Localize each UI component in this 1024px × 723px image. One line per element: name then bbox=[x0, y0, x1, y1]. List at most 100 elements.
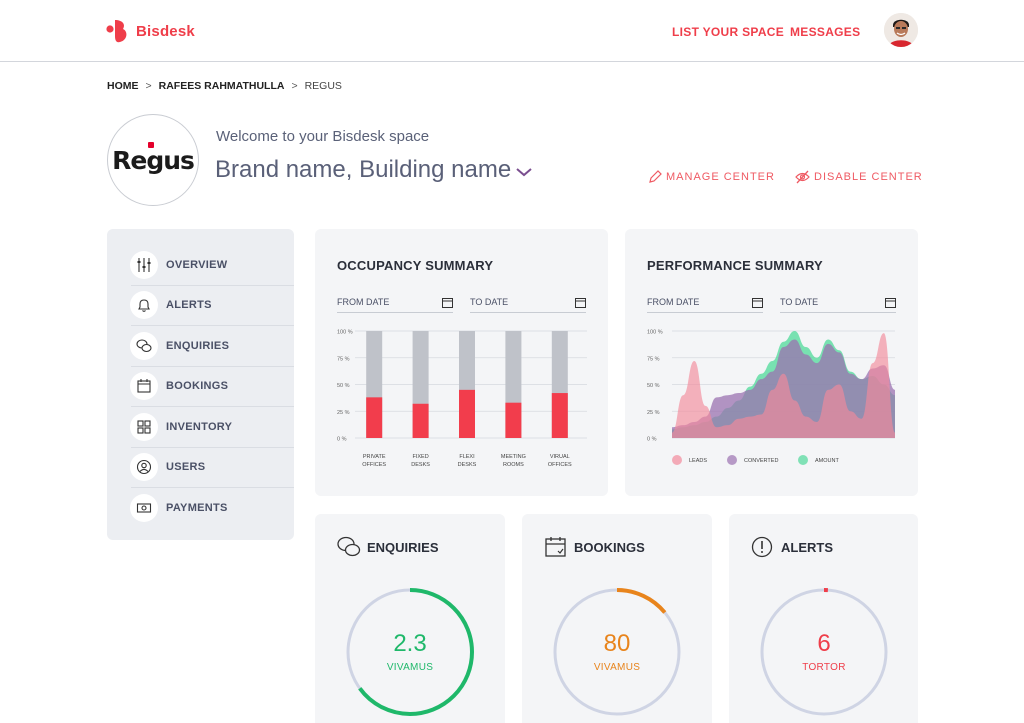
calendar-icon bbox=[752, 298, 763, 308]
performance-from-date[interactable]: FROM DATE bbox=[647, 295, 763, 313]
alert-circle-icon bbox=[751, 536, 773, 558]
chat-bubbles-icon bbox=[130, 331, 158, 360]
bisdesk-logo-icon bbox=[106, 20, 127, 43]
alerts-title-text: ALERTS bbox=[781, 539, 833, 555]
breadcrumb-user[interactable]: RAFEES RAHMATHULLA bbox=[158, 80, 285, 92]
grid-icon bbox=[130, 412, 158, 441]
list-your-space-link[interactable]: LIST YOUR SPACE bbox=[672, 25, 785, 39]
breadcrumb-separator: > bbox=[291, 80, 298, 92]
x-tick-label: DESKS bbox=[458, 462, 477, 468]
calendar-icon bbox=[545, 537, 566, 557]
enquiries-progress-ring bbox=[346, 588, 474, 716]
y-tick-label: 75 % bbox=[337, 356, 350, 362]
sidebar-item-users[interactable]: USERS bbox=[130, 448, 294, 488]
alerts-stat-title: ALERTS bbox=[751, 536, 833, 558]
x-tick-label: PRIVATE bbox=[363, 454, 386, 460]
messages-link[interactable]: MESSAGES bbox=[790, 25, 861, 39]
calendar-icon bbox=[885, 298, 896, 308]
performance-area-chart: 100 % 75 % 50 % 25 % 0 % LEADS CONVERTED AMOUNT bbox=[647, 330, 895, 465]
sidebar-item-enquiries[interactable]: ENQUIRIES bbox=[130, 326, 294, 367]
occupancy-bar-chart: 100 % 75 % 50 % 25 % 0 % PRIVATE OFFICES FIXED D… bbox=[337, 330, 587, 468]
legend-swatch bbox=[672, 455, 682, 465]
sidebar-item-label: USERS bbox=[166, 461, 206, 474]
bar-occupancy bbox=[459, 389, 475, 438]
x-tick-label: FLEXI bbox=[459, 454, 475, 460]
y-tick-label: 25 % bbox=[647, 410, 660, 416]
breadcrumb-separator: > bbox=[145, 80, 152, 92]
bookings-title-text: BOOKINGS bbox=[574, 539, 645, 555]
sliders-icon bbox=[130, 250, 158, 279]
performance-summary-card: PERFORMANCE SUMMARY FROM DATE TO DATE 10… bbox=[625, 229, 918, 496]
chat-bubbles-icon bbox=[337, 536, 361, 557]
enquiries-title-text: ENQUIRIES bbox=[367, 539, 439, 555]
ring-progress bbox=[760, 588, 888, 716]
alerts-stat-card[interactable]: ALERTS 6 TORTOR bbox=[729, 514, 918, 723]
bookings-stat-card[interactable]: BOOKINGS 80 VIVAMUS bbox=[522, 514, 712, 723]
bar-occupancy bbox=[366, 397, 383, 438]
area-series-leads bbox=[672, 333, 895, 438]
sidebar-item-payments[interactable]: PAYMENTS bbox=[130, 488, 294, 529]
alerts-value: 6 bbox=[817, 630, 831, 657]
x-tick-label: ROOMS bbox=[503, 462, 524, 468]
manage-center-label: MANAGE CENTER bbox=[666, 171, 775, 183]
to-date-label: TO DATE bbox=[470, 297, 509, 307]
calendar-icon bbox=[575, 298, 586, 308]
enquiries-stat-card[interactable]: ENQUIRIES 2.3 VIVAMUS bbox=[315, 514, 505, 723]
performance-to-date[interactable]: TO DATE bbox=[780, 295, 896, 313]
enquiries-stat-title: ENQUIRIES bbox=[337, 536, 439, 558]
legend-label: CONVERTED bbox=[744, 458, 778, 464]
x-tick-label: MEETING bbox=[501, 454, 526, 460]
from-date-label: FROM DATE bbox=[337, 297, 390, 307]
brand-selector[interactable]: Brand name, Building name bbox=[215, 156, 533, 184]
y-tick-label: 50 % bbox=[337, 383, 350, 389]
sidebar-item-label: INVENTORY bbox=[166, 420, 233, 433]
occupancy-from-date[interactable]: FROM DATE bbox=[337, 295, 453, 313]
chevron-down-icon bbox=[516, 168, 532, 177]
breadcrumb-current: REGUS bbox=[304, 80, 342, 92]
y-tick-label: 50 % bbox=[647, 383, 660, 389]
legend-swatch bbox=[727, 455, 737, 465]
alerts-caption: TORTOR bbox=[802, 662, 846, 673]
sidebar-item-label: ENQUIRIES bbox=[166, 339, 230, 352]
bell-icon bbox=[130, 291, 158, 320]
user-avatar[interactable] bbox=[884, 13, 918, 47]
brand-logo-text: Regus bbox=[112, 141, 195, 175]
enquiries-value: 2.3 bbox=[393, 630, 427, 657]
app-logo[interactable]: Bisdesk bbox=[106, 18, 195, 44]
user-icon bbox=[130, 453, 158, 482]
performance-title: PERFORMANCE SUMMARY bbox=[647, 258, 823, 273]
manage-center-button[interactable]: MANAGE CENTER bbox=[648, 170, 775, 184]
sidebar-item-label: OVERVIEW bbox=[166, 258, 228, 271]
pencil-icon bbox=[649, 170, 662, 183]
top-header: Bisdesk LIST YOUR SPACE MESSAGES bbox=[0, 0, 1024, 62]
x-tick-label: FIXED bbox=[412, 454, 428, 460]
occupancy-to-date[interactable]: TO DATE bbox=[470, 295, 586, 313]
y-tick-label: 75 % bbox=[647, 356, 660, 362]
x-tick-label: OFFICES bbox=[362, 462, 386, 468]
sidebar-item-label: BOOKINGS bbox=[166, 380, 229, 393]
breadcrumb: HOME > RAFEES RAHMATHULLA > REGUS bbox=[107, 80, 342, 92]
sidebar-item-bookings[interactable]: BOOKINGS bbox=[130, 367, 294, 407]
bookings-value: 80 bbox=[603, 630, 631, 657]
y-tick-label: 0 % bbox=[337, 437, 347, 443]
legend-label: AMOUNT bbox=[815, 458, 839, 464]
calendar-icon bbox=[130, 372, 158, 401]
legend-swatch bbox=[798, 455, 808, 465]
ring-progress bbox=[346, 588, 474, 716]
x-tick-label: VIRUAL bbox=[550, 454, 570, 460]
breadcrumb-home[interactable]: HOME bbox=[107, 80, 139, 92]
disable-center-button[interactable]: DISABLE CENTER bbox=[795, 170, 923, 184]
sidebar-item-overview[interactable]: OVERVIEW bbox=[130, 245, 294, 286]
occupancy-summary-card: OCCUPANCY SUMMARY FROM DATE TO DATE 100 … bbox=[315, 229, 608, 496]
sidebar-item-alerts[interactable]: ALERTS bbox=[130, 286, 294, 326]
avatar-image bbox=[884, 13, 918, 47]
brand-title: Brand name, Building name bbox=[215, 156, 512, 183]
sidebar-item-inventory[interactable]: INVENTORY bbox=[130, 407, 294, 448]
legend-label: LEADS bbox=[689, 458, 707, 464]
to-date-label: TO DATE bbox=[780, 297, 819, 307]
disable-center-label: DISABLE CENTER bbox=[814, 171, 923, 183]
bar-occupancy bbox=[412, 403, 429, 438]
app-name: Bisdesk bbox=[136, 22, 195, 40]
welcome-text: Welcome to your Bisdesk space bbox=[216, 128, 430, 145]
sidebar-item-label: ALERTS bbox=[166, 299, 212, 312]
